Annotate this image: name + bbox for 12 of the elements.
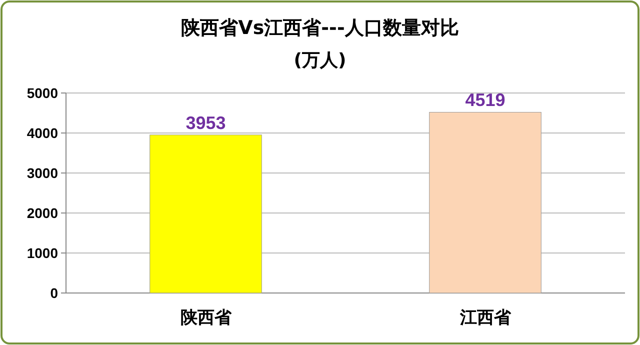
chart-subtitle: (万人) xyxy=(294,50,346,71)
y-tick-label: 5000 xyxy=(26,84,58,101)
x-tick-label: 江西省 xyxy=(458,308,512,328)
y-tick-label: 2000 xyxy=(26,204,58,221)
y-tick-label: 1000 xyxy=(26,244,58,261)
chart-title: 陕西省Vs江西省---人口数量对比 xyxy=(181,17,459,39)
y-tick-label: 4000 xyxy=(26,124,58,141)
y-tick-label: 3000 xyxy=(26,164,58,181)
data-label: 4519 xyxy=(465,90,506,110)
y-tick-label: 0 xyxy=(50,284,58,301)
data-label: 3953 xyxy=(186,112,226,133)
x-tick-label: 陕西省 xyxy=(180,308,232,328)
